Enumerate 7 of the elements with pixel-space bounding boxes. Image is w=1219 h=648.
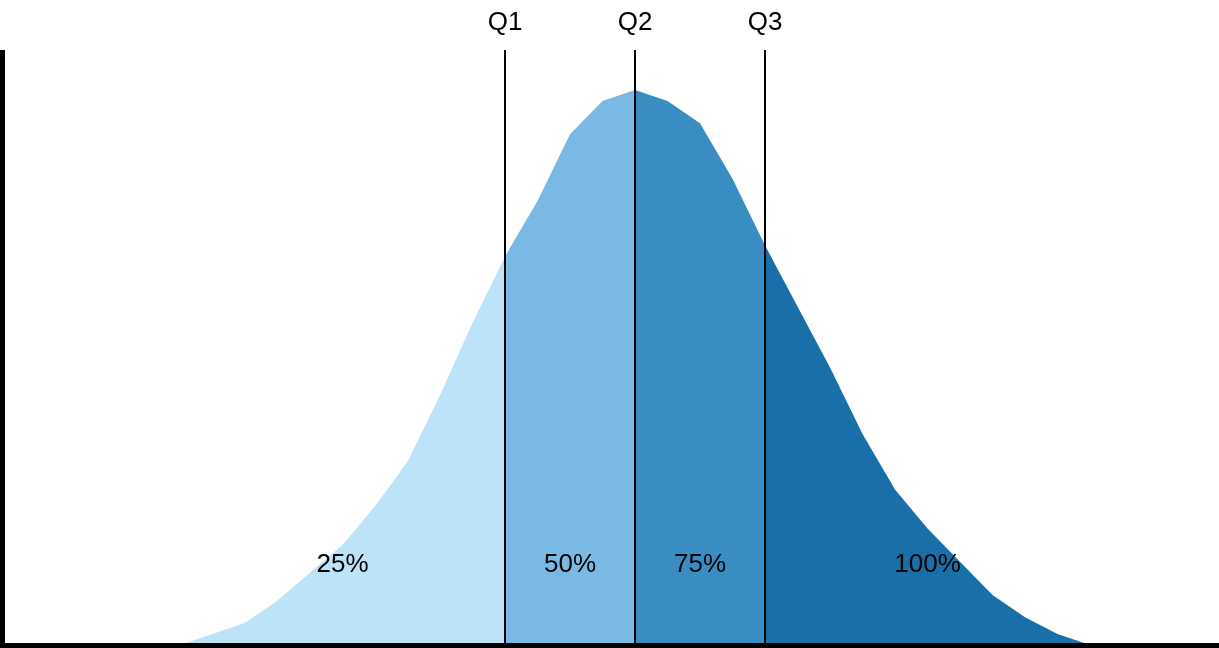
text: Q2 bbox=[617, 6, 653, 37]
annotation: 25% bbox=[316, 548, 369, 579]
text: Q3 bbox=[747, 6, 783, 37]
annotation: 100% bbox=[894, 548, 961, 579]
annotation: 75% bbox=[673, 548, 727, 579]
annotation: 50% bbox=[543, 548, 597, 579]
text: Q1 bbox=[487, 6, 523, 37]
